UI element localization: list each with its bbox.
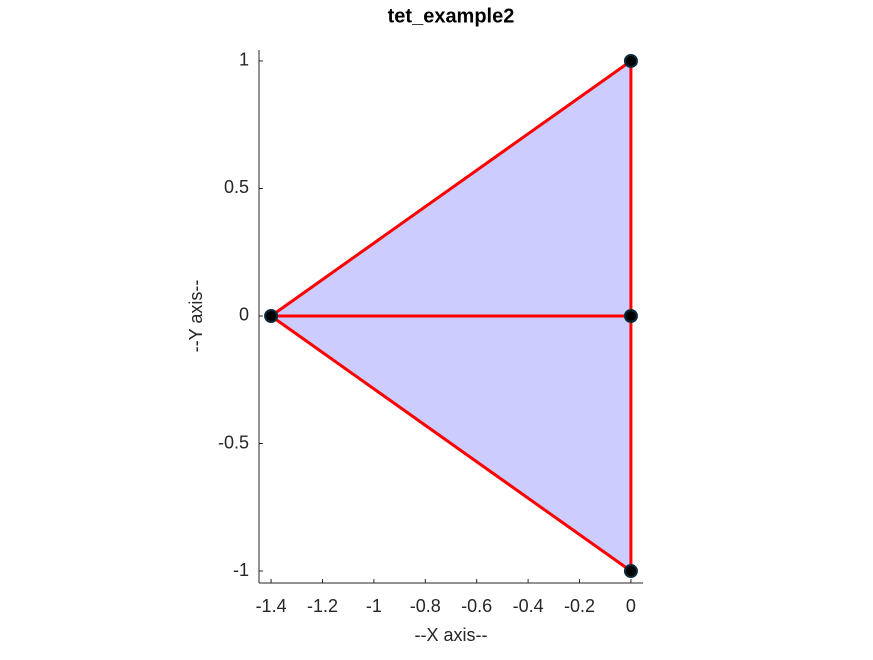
y-tick-label: -1 <box>233 560 249 580</box>
y-tick-label: -0.5 <box>218 432 249 452</box>
vertex-marker <box>623 53 638 68</box>
vertex-marker <box>264 308 279 323</box>
y-tick-label: 0 <box>239 305 249 325</box>
vertex-marker <box>623 564 638 579</box>
x-tick-label: 0 <box>626 596 636 616</box>
vertex-marker <box>623 308 638 323</box>
chart-title: tet_example2 <box>388 5 515 27</box>
x-tick-label: -1.2 <box>307 596 338 616</box>
y-tick-label: 1 <box>239 50 249 70</box>
x-tick-label: -1.4 <box>256 596 287 616</box>
x-axis-label: --X axis-- <box>415 625 488 645</box>
x-tick-label: -0.2 <box>564 596 595 616</box>
x-tick-label: -1 <box>366 596 382 616</box>
mesh-edge <box>270 314 632 573</box>
x-tick-label: -0.4 <box>513 596 544 616</box>
x-tick-label: -0.8 <box>410 596 441 616</box>
mesh-edge <box>270 59 632 318</box>
y-axis-label: --Y axis-- <box>186 280 206 353</box>
y-tick-label: 0.5 <box>224 177 249 197</box>
x-tick-label: -0.6 <box>461 596 492 616</box>
